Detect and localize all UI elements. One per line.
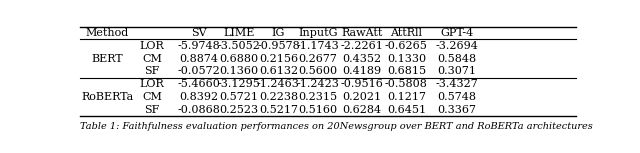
Text: 0.3367: 0.3367 <box>438 105 476 115</box>
Text: -0.6265: -0.6265 <box>385 41 428 51</box>
Text: 0.2315: 0.2315 <box>298 92 338 102</box>
Text: -0.0868: -0.0868 <box>178 105 220 115</box>
Text: InputG: InputG <box>298 28 338 38</box>
Text: -0.0572: -0.0572 <box>178 66 220 76</box>
Text: 0.5848: 0.5848 <box>437 54 477 64</box>
Text: LOR: LOR <box>140 79 164 89</box>
Text: 0.2523: 0.2523 <box>219 105 259 115</box>
Text: 0.5721: 0.5721 <box>220 92 258 102</box>
Text: 0.4189: 0.4189 <box>342 66 381 76</box>
Text: -1.2463: -1.2463 <box>257 79 300 89</box>
Text: CM: CM <box>142 92 162 102</box>
Text: 0.5217: 0.5217 <box>259 105 298 115</box>
Text: 0.2156: 0.2156 <box>259 54 298 64</box>
Text: 0.5160: 0.5160 <box>298 105 338 115</box>
Text: -0.9516: -0.9516 <box>340 79 383 89</box>
Text: -3.5052: -3.5052 <box>218 41 260 51</box>
Text: Method: Method <box>86 28 129 38</box>
Text: SF: SF <box>144 66 159 76</box>
Text: AttRll: AttRll <box>390 28 422 38</box>
Text: 0.1330: 0.1330 <box>387 54 426 64</box>
Text: BERT: BERT <box>92 54 123 64</box>
Text: 0.5748: 0.5748 <box>438 92 476 102</box>
Text: 0.6880: 0.6880 <box>219 54 259 64</box>
Text: LOR: LOR <box>140 41 164 51</box>
Text: SF: SF <box>144 105 159 115</box>
Text: -5.9748: -5.9748 <box>178 41 220 51</box>
Text: IG: IG <box>272 28 285 38</box>
Text: 0.1217: 0.1217 <box>387 92 426 102</box>
Text: 0.8874: 0.8874 <box>180 54 218 64</box>
Text: -1.1743: -1.1743 <box>297 41 339 51</box>
Text: 0.4352: 0.4352 <box>342 54 381 64</box>
Text: RawAtt: RawAtt <box>341 28 383 38</box>
Text: 0.2677: 0.2677 <box>299 54 337 64</box>
Text: 0.6815: 0.6815 <box>387 66 426 76</box>
Text: -3.1295: -3.1295 <box>218 79 260 89</box>
Text: -0.5808: -0.5808 <box>385 79 428 89</box>
Text: -0.9578: -0.9578 <box>257 41 300 51</box>
Text: SV: SV <box>191 28 207 38</box>
Text: CM: CM <box>142 54 162 64</box>
Text: 0.8392: 0.8392 <box>179 92 219 102</box>
Text: -1.2423: -1.2423 <box>297 79 339 89</box>
Text: 0.1360: 0.1360 <box>219 66 259 76</box>
Text: -5.4660: -5.4660 <box>178 79 220 89</box>
Text: GPT-4: GPT-4 <box>440 28 474 38</box>
Text: 0.6284: 0.6284 <box>342 105 381 115</box>
Text: 0.3071: 0.3071 <box>438 66 476 76</box>
Text: RoBERTa: RoBERTa <box>81 92 133 102</box>
Text: Table 1: Faithfulness evaluation performances on 20Newsgroup over BERT and RoBER: Table 1: Faithfulness evaluation perform… <box>80 122 593 131</box>
Text: 0.2021: 0.2021 <box>342 92 381 102</box>
Text: -3.2694: -3.2694 <box>436 41 478 51</box>
Text: 0.5600: 0.5600 <box>298 66 338 76</box>
Text: LIME: LIME <box>223 28 255 38</box>
Text: -3.4327: -3.4327 <box>436 79 478 89</box>
Text: 0.2238: 0.2238 <box>259 92 298 102</box>
Text: 0.6132: 0.6132 <box>259 66 298 76</box>
Text: 0.6451: 0.6451 <box>387 105 426 115</box>
Text: -2.2261: -2.2261 <box>340 41 383 51</box>
